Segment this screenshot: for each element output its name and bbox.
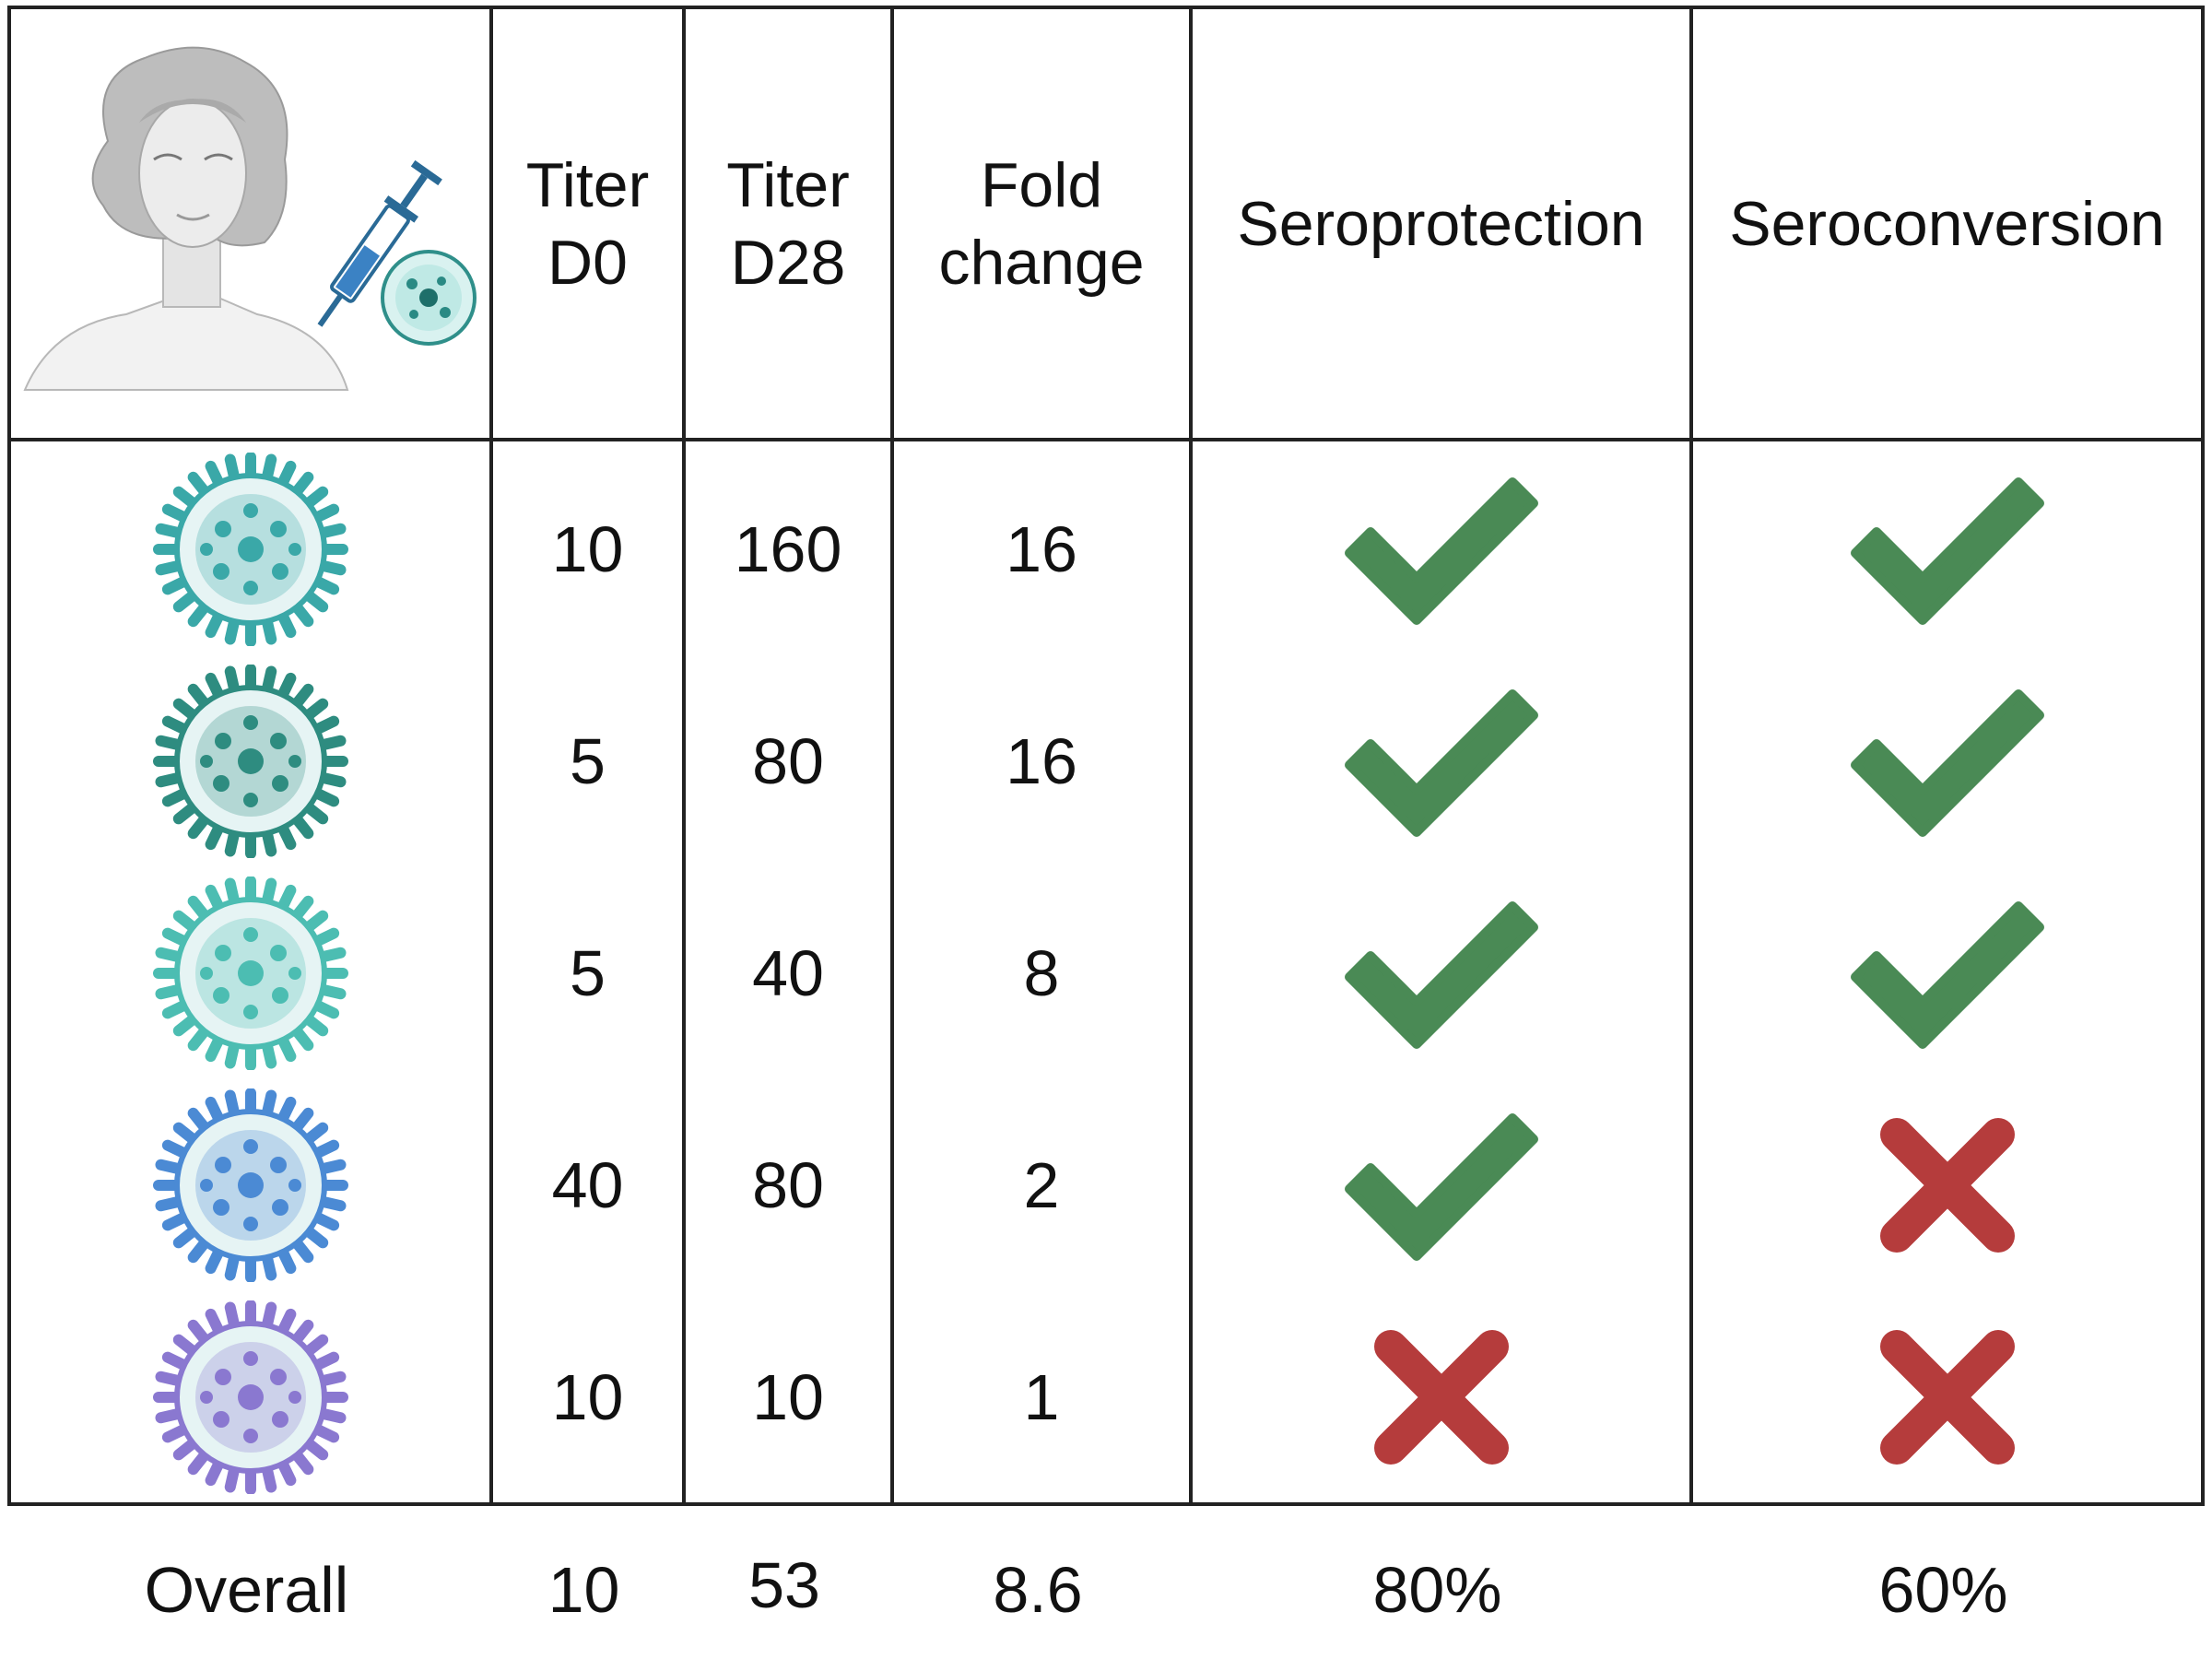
column-divider: [489, 9, 493, 1506]
virus-strain-cell: [11, 655, 489, 867]
column-header-seroprotection: Seroprotection: [1237, 188, 1645, 259]
checkmark-icon: [1850, 689, 2044, 837]
titer-d0-value: 10: [551, 513, 624, 585]
syringe-icon: [317, 159, 442, 327]
virus-strain-cell: [11, 1291, 489, 1503]
seroprotection-status: [1193, 443, 1689, 655]
fold-change-value: 16: [1006, 725, 1077, 797]
virus-strain-cell: [11, 443, 489, 655]
results-table: Titer D0 Titer D28 Fold change Seroprote…: [7, 6, 2205, 1506]
footer-seroconversion: 60%: [1878, 1554, 2008, 1626]
fold-change-value: 16: [1006, 513, 1077, 585]
column-divider: [682, 9, 686, 1506]
checkmark-icon: [1850, 477, 2044, 625]
virus-strain-cell: [11, 1079, 489, 1291]
titer-d28-value: 40: [752, 937, 824, 1009]
virus-icon: [152, 453, 348, 646]
checkmark-icon: [1344, 901, 1538, 1049]
checkmark-icon: [1344, 477, 1538, 625]
footer-fold-change: 8.6: [993, 1554, 1083, 1626]
seroconversion-status: [1693, 443, 2201, 655]
column-header-titer-d28: Titer D28: [726, 149, 850, 298]
cross-icon: [1373, 1330, 1509, 1465]
column-header-titer-d0: Titer D0: [525, 149, 650, 298]
titer-d28-value: 160: [734, 513, 842, 585]
column-header-seroconversion: Seroconversion: [1729, 188, 2165, 259]
vaccination-illustration: [22, 46, 477, 391]
seroconversion-status: [1693, 655, 2201, 867]
person-portrait-icon: [22, 46, 348, 391]
virus-icon: [380, 249, 477, 346]
seroprotection-status: [1193, 867, 1689, 1079]
column-header-fold-change: Fold change: [938, 149, 1145, 298]
seroprotection-status: [1193, 655, 1689, 867]
virus-icon: [152, 1300, 348, 1494]
titer-d28-value: 80: [752, 725, 824, 797]
titer-d28-value: 80: [752, 1149, 824, 1221]
titer-d0-value: 5: [570, 937, 606, 1009]
footer-label: Overall: [144, 1554, 349, 1626]
fold-change-value: 2: [1023, 1149, 1060, 1221]
virus-icon: [152, 877, 348, 1070]
virus-strain-cell: [11, 867, 489, 1079]
titer-d0-value: 5: [570, 725, 606, 797]
checkmark-icon: [1344, 689, 1538, 837]
column-divider: [890, 9, 894, 1502]
seroprotection-status: [1193, 1079, 1689, 1291]
column-divider: [1689, 9, 1693, 1506]
fold-change-value: 1: [1023, 1361, 1060, 1433]
seroconversion-status: [1693, 867, 2201, 1079]
footer-titer-d0: 10: [547, 1554, 620, 1626]
virus-icon: [152, 665, 348, 858]
header-illustration: [11, 9, 489, 438]
seroconversion-status: [1693, 1079, 2201, 1291]
footer-titer-d28: 53: [748, 1549, 820, 1621]
checkmark-icon: [1850, 901, 2044, 1049]
titer-d0-value: 40: [551, 1149, 624, 1221]
seroconversion-status: [1693, 1291, 2201, 1503]
footer-seroprotection: 80%: [1372, 1554, 1502, 1626]
checkmark-icon: [1344, 1113, 1538, 1261]
titer-d28-value: 10: [752, 1361, 824, 1433]
cross-icon: [1879, 1330, 2015, 1465]
titer-d0-value: 10: [551, 1361, 624, 1433]
column-divider: [1189, 9, 1193, 1506]
virus-icon: [152, 1088, 348, 1282]
fold-change-value: 8: [1023, 937, 1060, 1009]
header-divider: [11, 438, 2201, 441]
seroprotection-status: [1193, 1291, 1689, 1503]
cross-icon: [1879, 1118, 2015, 1253]
